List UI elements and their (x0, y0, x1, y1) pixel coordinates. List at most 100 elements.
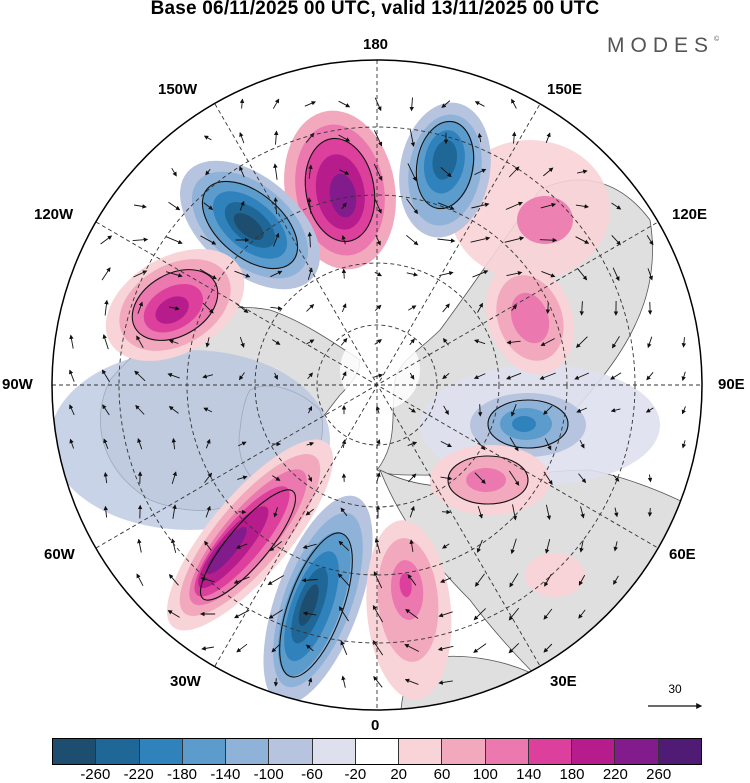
wind-vector (543, 405, 553, 415)
wind-vector (268, 609, 283, 619)
wind-vector (506, 270, 523, 277)
wind-vector (506, 372, 522, 380)
wind-vector (437, 202, 455, 210)
wind-vector (438, 680, 453, 685)
wind-vector (200, 235, 217, 245)
wind-vector (135, 404, 145, 415)
wind-vector (508, 470, 520, 486)
wind-vector (103, 505, 109, 518)
wind-vector (168, 406, 179, 414)
wind-vector (102, 404, 110, 416)
wind-vector (236, 643, 248, 653)
wind-vector (205, 505, 211, 518)
wind-vector (545, 132, 551, 143)
wind-vector (646, 372, 654, 381)
wind-vector (477, 302, 483, 313)
wind-vector (407, 573, 417, 586)
wind-vector (578, 609, 586, 619)
wind-vector (239, 165, 245, 178)
wind-vector (306, 441, 315, 447)
wind-vector (580, 506, 585, 519)
wind-vector (437, 238, 456, 243)
wind-vector (407, 473, 417, 483)
wind-vector (373, 163, 383, 181)
wind-vector (338, 606, 349, 622)
wind-vector (473, 643, 487, 653)
wind-vector (340, 640, 348, 655)
wind-vector (273, 372, 278, 380)
wind-vector (233, 576, 250, 584)
wind-vector (103, 472, 109, 484)
wind-vector (375, 405, 381, 414)
wind-vector (270, 270, 283, 278)
colorbar-segment (312, 739, 356, 764)
wind-vector (304, 101, 317, 107)
wind-vector (237, 475, 248, 480)
wind-vector (409, 539, 414, 552)
lon-label-0: 0 (371, 717, 380, 734)
wind-vector (234, 270, 251, 278)
colorbar-segment (226, 739, 270, 764)
wind-vector (202, 374, 214, 379)
wind-vector (544, 538, 551, 554)
anomaly-positive-east-siberia (485, 261, 575, 375)
colorbar-segment (355, 739, 400, 764)
wind-vector (511, 304, 518, 311)
colorbar-segment (528, 739, 573, 764)
wind-vector (612, 267, 620, 282)
colorbar-segment (442, 739, 486, 764)
wind-vector (302, 543, 317, 550)
wind-vector (506, 340, 521, 345)
wind-vector (104, 299, 109, 316)
wind-vector (69, 404, 75, 416)
wind-vector (544, 438, 552, 451)
wind-vector (272, 98, 280, 109)
wind-vector (407, 163, 417, 182)
wind-vector (374, 271, 382, 277)
wind-vector (101, 267, 111, 281)
wind-vector (441, 100, 451, 108)
wind-vector (477, 404, 483, 417)
wind-vector (374, 537, 381, 554)
wind-vector (578, 473, 587, 484)
wind-vector (133, 270, 148, 278)
anomaly-fields (52, 102, 660, 705)
lon-label-150w: 150W (158, 81, 198, 98)
wind-vector (575, 236, 590, 244)
wind-vector (681, 406, 686, 415)
wind-vector (646, 235, 654, 246)
colorbar-segment (615, 739, 659, 764)
wind-vector (645, 407, 654, 413)
wind-vector (409, 338, 415, 346)
graticule (52, 60, 702, 710)
wind-vector (614, 507, 619, 518)
wind-vector (543, 167, 554, 177)
wind-vector (273, 507, 278, 518)
wind-vector (100, 235, 113, 245)
wind-vector (476, 539, 483, 553)
colorbar-segment (485, 739, 529, 764)
wind-vector (505, 201, 523, 210)
wind-vector (168, 339, 179, 344)
wind-vector (271, 643, 281, 653)
wind-vector (440, 440, 453, 448)
colorbar-tick-label: -260 (80, 766, 111, 783)
wind-vector (610, 372, 622, 380)
lon-label-30w: 30W (170, 673, 201, 690)
wind-vector (136, 335, 144, 349)
wind-vector (404, 644, 420, 652)
wind-vector (575, 336, 588, 348)
wind-vector (165, 236, 183, 244)
wind-vector (337, 573, 350, 587)
wind-vector (307, 372, 313, 380)
wind-vector (472, 270, 489, 278)
wind-vector (236, 303, 249, 313)
wind-vector (440, 577, 452, 583)
colorbar-tick-label: 20 (390, 766, 407, 783)
wind-vector (341, 675, 346, 688)
wind-vector (69, 438, 75, 449)
wind-vector (404, 678, 419, 685)
wind-vector (508, 642, 520, 654)
lon-label-60e: 60E (669, 546, 696, 563)
wind-vector (272, 339, 281, 345)
